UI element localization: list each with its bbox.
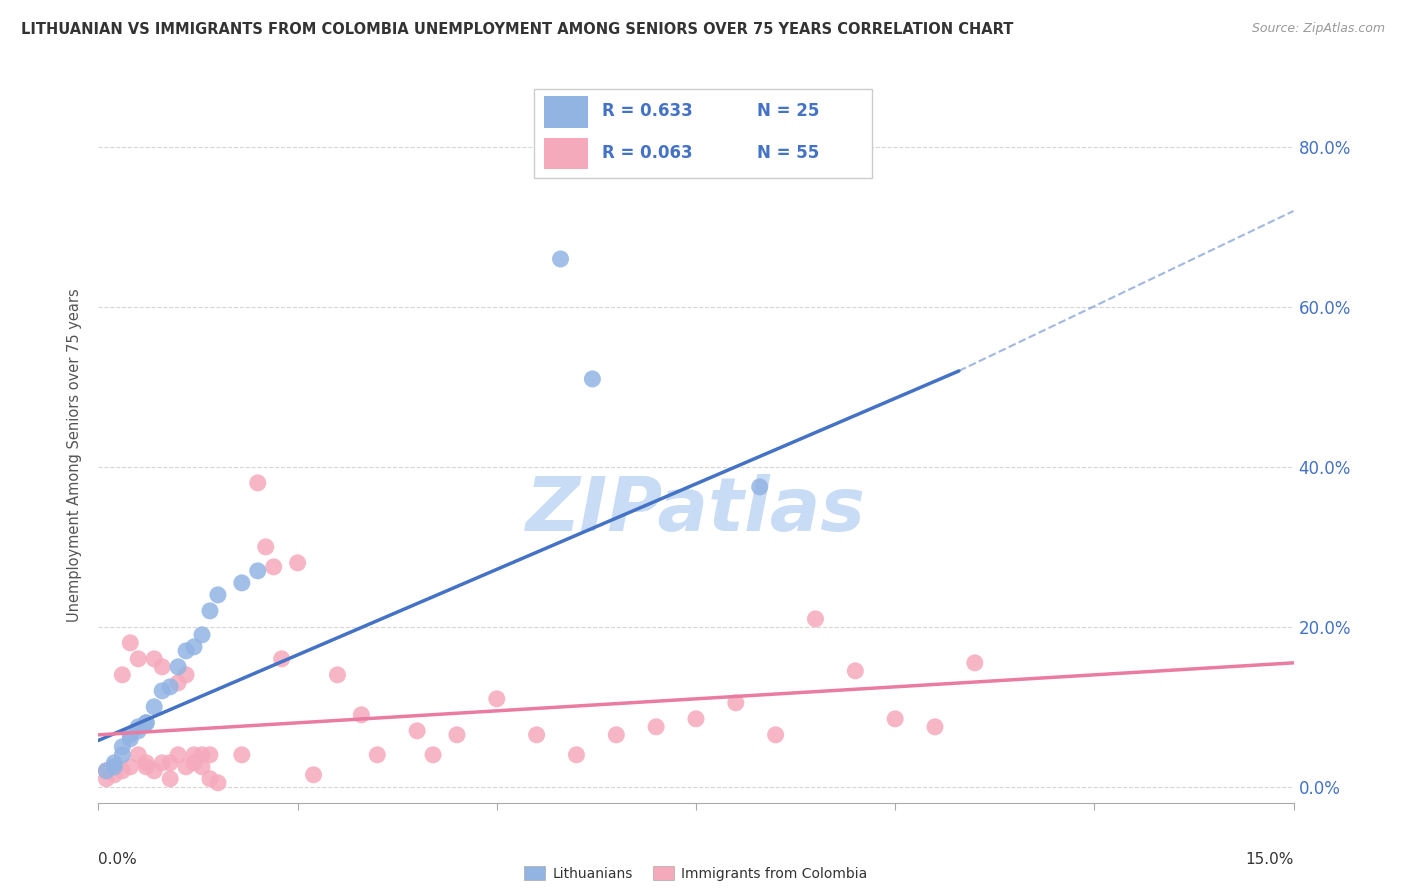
Y-axis label: Unemployment Among Seniors over 75 years: Unemployment Among Seniors over 75 years [67, 288, 83, 622]
Point [350, 707, 373, 722]
Point [198, 604, 221, 618]
Point [207, 588, 229, 602]
Point [246, 475, 269, 490]
Point [143, 764, 166, 778]
Point [191, 747, 214, 762]
Text: R = 0.063: R = 0.063 [602, 144, 692, 162]
Bar [544, 96, 588, 128]
Point [103, 768, 125, 782]
Point [143, 699, 166, 714]
Legend: Lithuanians, Immigrants from Colombia: Lithuanians, Immigrants from Colombia [519, 861, 873, 887]
Point [924, 720, 946, 734]
Point [884, 712, 907, 726]
Point [127, 723, 149, 738]
Point [183, 747, 205, 762]
Point [150, 660, 173, 674]
Point [685, 712, 707, 726]
Point [605, 728, 627, 742]
Point [143, 652, 166, 666]
Point [231, 747, 253, 762]
Point [167, 676, 190, 690]
Point [111, 739, 134, 754]
Point [167, 747, 190, 762]
Point [254, 540, 277, 554]
Text: R = 0.633: R = 0.633 [602, 102, 693, 120]
Point [135, 715, 157, 730]
Point [167, 660, 190, 674]
Point [120, 731, 142, 746]
Point [550, 252, 572, 266]
Point [581, 372, 603, 386]
Point [263, 560, 285, 574]
Point [174, 760, 197, 774]
Point [159, 772, 181, 786]
Point [135, 715, 157, 730]
Point [326, 668, 349, 682]
Point [270, 652, 292, 666]
Text: N = 25: N = 25 [756, 102, 820, 120]
Point [103, 760, 125, 774]
Point [765, 728, 787, 742]
Point [174, 644, 197, 658]
Point [96, 764, 118, 778]
Point [135, 760, 157, 774]
Point [111, 764, 134, 778]
Point [96, 764, 118, 778]
Point [120, 728, 142, 742]
Point [111, 668, 134, 682]
Point [526, 728, 548, 742]
Point [963, 656, 986, 670]
Point [135, 756, 157, 770]
Point [159, 756, 181, 770]
Text: N = 55: N = 55 [756, 144, 820, 162]
Point [96, 772, 118, 786]
Point [127, 747, 149, 762]
Text: ZIPatlas: ZIPatlas [526, 474, 866, 547]
Point [120, 636, 142, 650]
Point [804, 612, 827, 626]
Point [748, 480, 770, 494]
Point [183, 756, 205, 770]
Text: Source: ZipAtlas.com: Source: ZipAtlas.com [1251, 22, 1385, 36]
Point [565, 747, 588, 762]
Point [127, 652, 149, 666]
Point [198, 747, 221, 762]
Point [127, 720, 149, 734]
Point [174, 668, 197, 682]
Point [485, 691, 508, 706]
Point [191, 760, 214, 774]
Point [302, 768, 325, 782]
Point [191, 628, 214, 642]
Text: 15.0%: 15.0% [1246, 852, 1294, 866]
Point [159, 680, 181, 694]
Point [446, 728, 468, 742]
Point [844, 664, 866, 678]
Point [150, 756, 173, 770]
Text: LITHUANIAN VS IMMIGRANTS FROM COLOMBIA UNEMPLOYMENT AMONG SENIORS OVER 75 YEARS : LITHUANIAN VS IMMIGRANTS FROM COLOMBIA U… [21, 22, 1014, 37]
Point [645, 720, 668, 734]
Point [724, 696, 747, 710]
Point [103, 760, 125, 774]
Point [422, 747, 444, 762]
Point [207, 776, 229, 790]
Point [103, 756, 125, 770]
Point [150, 683, 173, 698]
Point [198, 772, 221, 786]
Point [111, 747, 134, 762]
Point [120, 760, 142, 774]
Text: 0.0%: 0.0% [98, 852, 138, 866]
FancyBboxPatch shape [534, 89, 872, 178]
Bar [544, 138, 588, 169]
Point [231, 575, 253, 590]
Point [406, 723, 429, 738]
Point [183, 640, 205, 654]
Point [287, 556, 309, 570]
Point [366, 747, 388, 762]
Point [246, 564, 269, 578]
